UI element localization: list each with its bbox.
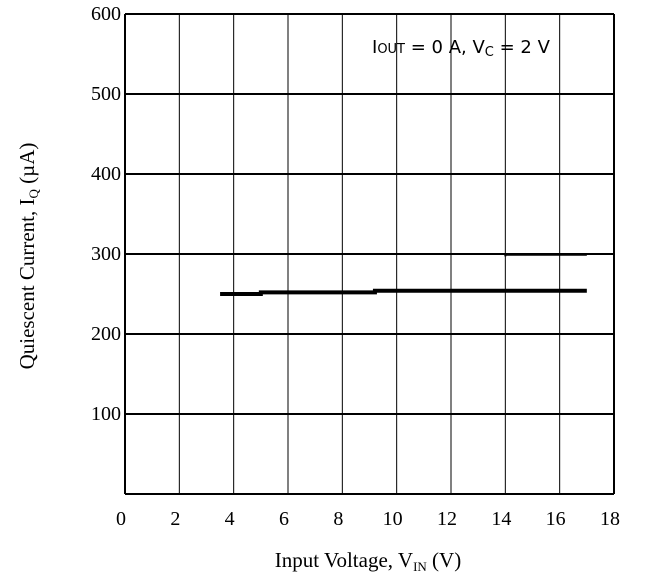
series-layer bbox=[220, 253, 587, 296]
x-tick-label: 0 bbox=[116, 508, 126, 530]
x-axis-title: Input Voltage, VIN (V) bbox=[275, 548, 461, 574]
y-tick-label: 500 bbox=[91, 83, 121, 105]
y-tick-label: 600 bbox=[91, 3, 121, 25]
y-axis-title: Quiescent Current, IQ (µA) bbox=[15, 143, 41, 370]
x-tick-label: 2 bbox=[170, 508, 180, 530]
y-tick-label: 300 bbox=[91, 243, 121, 265]
x-tick-label: 8 bbox=[333, 508, 343, 530]
x-tick-label: 14 bbox=[491, 508, 511, 530]
y-tick-label: 100 bbox=[91, 403, 121, 425]
annotation: IOUT = 0 A, VC = 2 V bbox=[372, 37, 551, 60]
tick-labels: 0 2 4 6 8 10 12 14 16 18 100 200 300 400 500 600 bbox=[91, 3, 620, 530]
y-tick-label: 400 bbox=[91, 163, 121, 185]
x-tick-label: 4 bbox=[225, 508, 235, 530]
x-tick-label: 10 bbox=[383, 508, 403, 530]
y-tick-label: 200 bbox=[91, 323, 121, 345]
series-line bbox=[504, 253, 587, 257]
x-tick-label: 18 bbox=[600, 508, 620, 530]
x-tick-label: 12 bbox=[437, 508, 457, 530]
x-tick-label: 6 bbox=[279, 508, 289, 530]
x-tick-label: 16 bbox=[546, 508, 566, 530]
series-line bbox=[220, 288, 587, 296]
